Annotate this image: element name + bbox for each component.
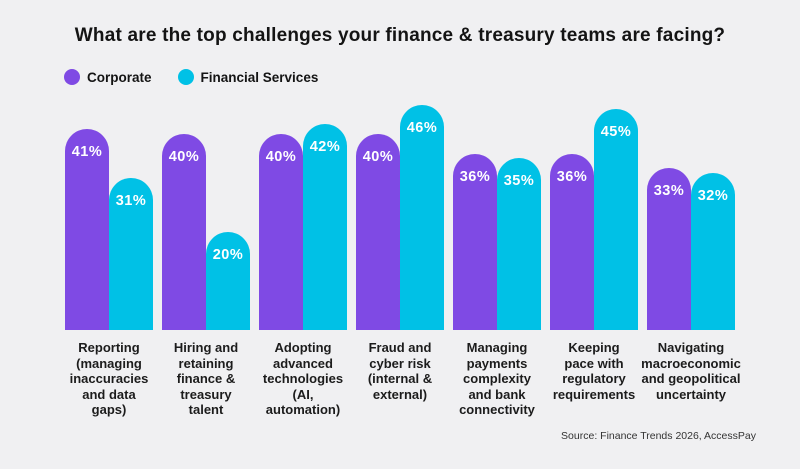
- bar-financial-services: 20%: [206, 232, 250, 330]
- bar-corporate: 36%: [550, 154, 594, 330]
- bar-value-label: 31%: [115, 193, 147, 209]
- bar-group: 40% 20%: [162, 134, 250, 330]
- bar-corporate: 41%: [65, 129, 109, 330]
- category-label: Navigating macroeconomic and geopolitica…: [641, 340, 741, 402]
- category-label: Reporting (managing inaccuracies and dat…: [69, 340, 149, 417]
- legend-swatch-icon: [64, 69, 80, 85]
- bar-value-label: 32%: [697, 188, 729, 204]
- category-label: Keeping pace with regulatory requirement…: [552, 340, 636, 402]
- bar-group: 33% 32%: [647, 168, 735, 330]
- category-cell: Hiring and retaining finance & treasury …: [162, 340, 250, 418]
- bar-group: 36% 45%: [550, 109, 638, 330]
- bar-group: 36% 35%: [453, 154, 541, 330]
- bar-group: 40% 42%: [259, 124, 347, 330]
- bar-financial-services: 31%: [109, 178, 153, 330]
- bar-corporate: 36%: [453, 154, 497, 330]
- category-cell: Managing payments complexity and bank co…: [453, 340, 541, 418]
- bar-financial-services: 32%: [691, 173, 735, 330]
- bar-value-label: 41%: [71, 144, 103, 160]
- bar-value-label: 42%: [309, 139, 341, 155]
- bar-value-label: 35%: [503, 173, 535, 189]
- bar-value-label: 46%: [406, 120, 438, 136]
- category-labels: Reporting (managing inaccuracies and dat…: [65, 340, 741, 418]
- legend-label: Corporate: [87, 69, 152, 85]
- bar-value-label: 40%: [168, 149, 200, 165]
- bar-financial-services: 45%: [594, 109, 638, 330]
- category-label: Adopting advanced technologies (AI, auto…: [262, 340, 344, 417]
- category-cell: Adopting advanced technologies (AI, auto…: [259, 340, 347, 418]
- bar-corporate: 40%: [356, 134, 400, 330]
- category-label: Fraud and cyber risk (internal & externa…: [367, 340, 433, 402]
- chart-title: What are the top challenges your finance…: [74, 25, 726, 46]
- legend-item: Financial Services: [177, 69, 319, 85]
- legend-item: Corporate: [64, 69, 152, 85]
- category-cell: Navigating macroeconomic and geopolitica…: [641, 340, 741, 418]
- bar-financial-services: 46%: [400, 105, 444, 330]
- bar-value-label: 36%: [459, 169, 491, 185]
- bar-group: 41% 31%: [65, 129, 153, 330]
- bar-corporate: 40%: [259, 134, 303, 330]
- bar-value-label: 33%: [653, 183, 685, 199]
- category-cell: Keeping pace with regulatory requirement…: [550, 340, 638, 418]
- category-label: Hiring and retaining finance & treasury …: [173, 340, 239, 417]
- legend-label: Financial Services: [200, 69, 319, 85]
- bar-value-label: 40%: [265, 149, 297, 165]
- bar-financial-services: 42%: [303, 124, 347, 330]
- bar-value-label: 45%: [600, 124, 632, 140]
- bar-corporate: 40%: [162, 134, 206, 330]
- category-label: Managing payments complexity and bank co…: [459, 340, 535, 417]
- bar-group: 40% 46%: [356, 105, 444, 330]
- source-note: Source: Finance Trends 2026, AccessPay: [561, 430, 756, 442]
- category-cell: Fraud and cyber risk (internal & externa…: [356, 340, 444, 418]
- bar-value-label: 36%: [556, 169, 588, 185]
- bar-financial-services: 35%: [497, 158, 541, 330]
- bar-value-label: 40%: [362, 149, 394, 165]
- legend: Corporate Financial Services: [64, 69, 800, 85]
- plot-area: 41% 31% 40% 20% 40% 42% 40% 46% 36% 35% 36% 45% 33% 3…: [65, 100, 735, 330]
- legend-swatch-icon: [177, 69, 194, 85]
- bar-corporate: 33%: [647, 168, 691, 330]
- bar-value-label: 20%: [212, 247, 244, 263]
- category-cell: Reporting (managing inaccuracies and dat…: [65, 340, 153, 418]
